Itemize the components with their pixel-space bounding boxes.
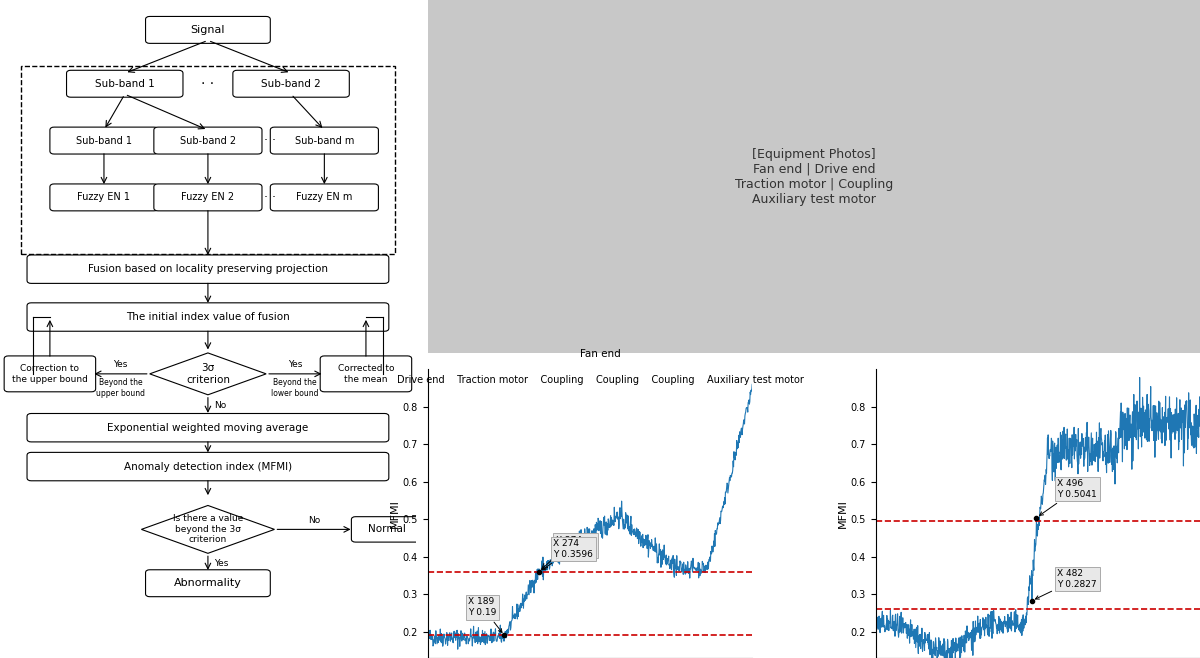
- Text: X 189
Y 0.19: X 189 Y 0.19: [468, 597, 502, 632]
- Text: Fan end: Fan end: [580, 349, 620, 359]
- FancyBboxPatch shape: [154, 184, 262, 211]
- FancyBboxPatch shape: [270, 127, 378, 154]
- Text: Sub-band 1: Sub-band 1: [76, 136, 132, 145]
- FancyBboxPatch shape: [270, 184, 378, 211]
- Text: 3σ
criterion: 3σ criterion: [186, 363, 230, 385]
- Text: Normal: Normal: [367, 524, 406, 534]
- Text: Correction to
the upper bound: Correction to the upper bound: [12, 364, 88, 384]
- Text: No: No: [214, 401, 227, 410]
- Polygon shape: [142, 505, 275, 553]
- Text: Yes: Yes: [288, 361, 302, 369]
- FancyBboxPatch shape: [352, 517, 422, 542]
- Text: Yes: Yes: [114, 361, 127, 369]
- Text: Beyond the
upper bound: Beyond the upper bound: [96, 378, 145, 397]
- Text: [Equipment Photos]
Fan end | Drive end
Traction motor | Coupling
Auxiliary test : [Equipment Photos] Fan end | Drive end T…: [734, 147, 893, 205]
- Text: Beyond the
lower bound: Beyond the lower bound: [271, 378, 319, 397]
- FancyBboxPatch shape: [50, 184, 158, 211]
- Text: Sub-band 2: Sub-band 2: [180, 136, 236, 145]
- Text: Signal: Signal: [191, 25, 226, 35]
- FancyBboxPatch shape: [28, 255, 389, 284]
- FancyBboxPatch shape: [28, 303, 389, 331]
- Text: No: No: [308, 516, 320, 525]
- Text: · ·: · ·: [202, 77, 215, 91]
- Text: Fuzzy EN m: Fuzzy EN m: [296, 192, 353, 203]
- Polygon shape: [150, 353, 266, 395]
- FancyBboxPatch shape: [233, 70, 349, 97]
- FancyBboxPatch shape: [28, 453, 389, 481]
- Y-axis label: MFMI: MFMI: [838, 499, 847, 528]
- Text: Fuzzy EN 1: Fuzzy EN 1: [78, 192, 131, 203]
- Text: Yes: Yes: [214, 559, 228, 569]
- Text: Anomaly detection index (MFMI): Anomaly detection index (MFMI): [124, 461, 292, 472]
- Text: Exponential weighted moving average: Exponential weighted moving average: [107, 422, 308, 433]
- Text: Sub-band 2: Sub-band 2: [262, 79, 320, 89]
- Text: Abnormality: Abnormality: [174, 578, 242, 588]
- FancyBboxPatch shape: [145, 16, 270, 43]
- Text: Fuzzy EN 2: Fuzzy EN 2: [181, 192, 234, 203]
- Text: Drive end    Traction motor    Coupling    Coupling    Coupling    Auxiliary tes: Drive end Traction motor Coupling Coupli…: [396, 375, 804, 385]
- FancyBboxPatch shape: [320, 356, 412, 392]
- Text: Fusion based on locality preserving projection: Fusion based on locality preserving proj…: [88, 264, 328, 274]
- Text: Sub-band m: Sub-band m: [295, 136, 354, 145]
- Text: · ·: · ·: [264, 191, 276, 204]
- Text: The initial index value of fusion: The initial index value of fusion: [126, 312, 289, 322]
- FancyBboxPatch shape: [154, 127, 262, 154]
- FancyBboxPatch shape: [28, 413, 389, 442]
- Text: Sub-band 1: Sub-band 1: [95, 79, 155, 89]
- Y-axis label: MFMI: MFMI: [390, 499, 400, 528]
- Text: X 482
Y 0.2827: X 482 Y 0.2827: [1036, 569, 1097, 599]
- FancyBboxPatch shape: [145, 570, 270, 597]
- Text: Is there a value
beyond the 3σ
criterion: Is there a value beyond the 3σ criterion: [173, 515, 244, 544]
- Text: X 274
Y 0.3596: X 274 Y 0.3596: [542, 540, 593, 570]
- FancyBboxPatch shape: [4, 356, 96, 392]
- Text: · ·: · ·: [264, 134, 276, 147]
- Text: X 496
Y 0.5041: X 496 Y 0.5041: [1039, 479, 1097, 515]
- Text: X 274
Y 0.3596: X 274 Y 0.3596: [556, 536, 595, 555]
- FancyBboxPatch shape: [66, 70, 182, 97]
- FancyBboxPatch shape: [50, 127, 158, 154]
- Text: X: X: [556, 546, 565, 555]
- Text: Corrected to
the mean: Corrected to the mean: [337, 364, 394, 384]
